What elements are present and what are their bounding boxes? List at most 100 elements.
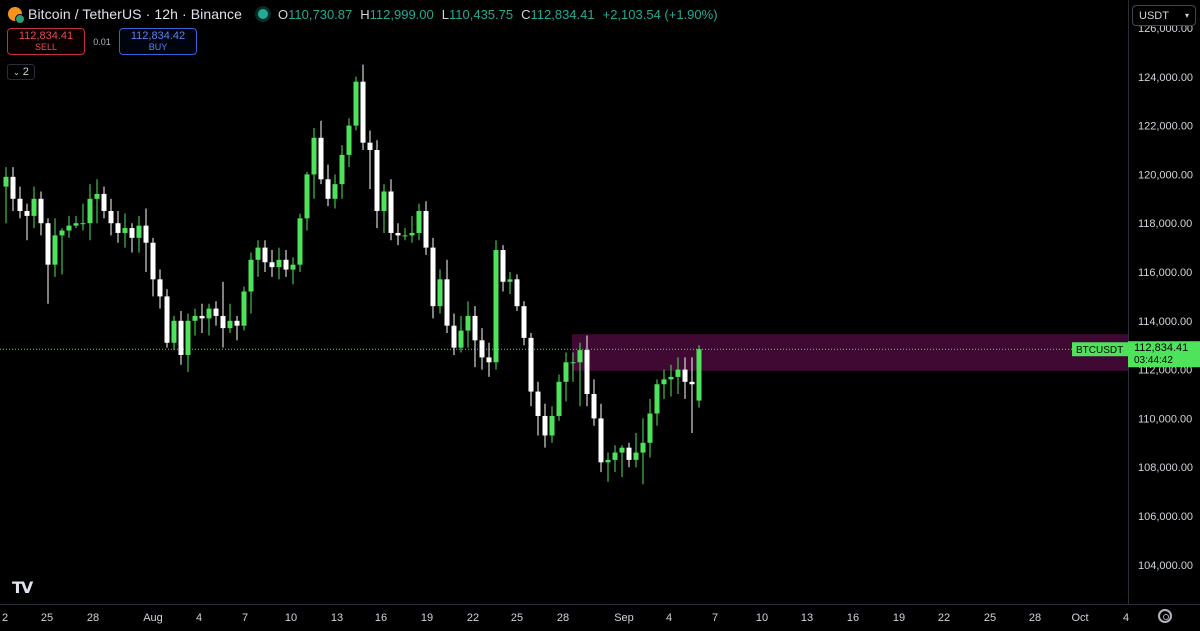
candle-body — [122, 228, 128, 233]
btc-usdt-icon — [8, 7, 25, 24]
candle — [535, 381, 541, 436]
candle-body — [185, 320, 191, 355]
candle — [339, 145, 345, 199]
ohlc-values: O110,730.87 H112,999.00 L110,435.75 C112… — [278, 7, 718, 22]
candle — [570, 352, 576, 382]
candle-body — [654, 384, 660, 414]
resistance-zone[interactable] — [572, 334, 1128, 371]
time-tick-label: 7 — [242, 612, 248, 624]
candle — [591, 379, 597, 426]
candle — [619, 445, 625, 477]
time-tick-label: 16 — [847, 612, 859, 624]
candle — [31, 186, 37, 229]
buy-price: 112,834.42 — [130, 29, 186, 42]
candle — [353, 76, 359, 131]
price-axis-labels: 126,000.00 124,000.00 122,000.00 120,000.00… — [1128, 23, 1200, 572]
candle-body — [689, 381, 695, 385]
symbol-title[interactable]: Bitcoin / TetherUS · 12h · Binance — [28, 6, 243, 22]
candle — [192, 308, 198, 336]
candle-body — [416, 211, 422, 233]
candle — [682, 357, 688, 399]
open-value: 110,730.87 — [288, 6, 353, 22]
candle-body — [507, 279, 513, 282]
price-tick-label: 106,000.00 — [1138, 511, 1193, 523]
candle — [73, 215, 79, 229]
candle-body — [220, 315, 226, 329]
candle — [304, 171, 310, 231]
time-tick-label: Oct — [1071, 612, 1088, 624]
candle — [332, 174, 338, 209]
currency-value: USDT — [1139, 9, 1169, 22]
candle-body — [402, 235, 408, 237]
candle-body — [332, 184, 338, 199]
price-chart[interactable] — [0, 0, 1128, 604]
candle-body — [255, 247, 261, 260]
candle-body — [479, 340, 485, 358]
low-label: L — [441, 6, 449, 22]
candle — [129, 223, 135, 253]
time-tick-label: 16 — [375, 612, 387, 624]
candle-body — [353, 81, 359, 126]
candle — [458, 315, 464, 353]
candle-body — [395, 232, 401, 236]
candle — [542, 403, 548, 448]
price-tick-label: 118,000.00 — [1138, 218, 1192, 230]
candle-body — [262, 247, 268, 263]
candle-body — [598, 418, 604, 463]
candle — [101, 186, 107, 219]
market-status-icon[interactable] — [258, 9, 269, 19]
candle — [430, 237, 436, 319]
last-price-value: 112,834.41 — [1134, 342, 1188, 354]
candle — [241, 286, 247, 331]
candle-body — [367, 142, 373, 150]
price-tick-label: 126,000.00 — [1138, 23, 1193, 35]
candle — [374, 140, 380, 229]
currency-select[interactable]: USDT ▾ — [1132, 5, 1196, 26]
time-tick-label: 4 — [666, 612, 672, 624]
candle — [38, 191, 44, 236]
indicators-count: 2 — [22, 66, 29, 78]
candle — [227, 303, 233, 333]
candle-body — [465, 315, 471, 331]
candle — [528, 333, 534, 407]
chevron-down-icon: ▾ — [1184, 11, 1189, 20]
chevron-down-icon: ⌄ — [13, 67, 20, 77]
candle-body — [563, 362, 569, 382]
candle — [626, 442, 632, 468]
candle-body — [241, 291, 247, 326]
candle — [234, 315, 240, 341]
settings-gear-icon[interactable] — [1158, 609, 1172, 623]
high-value: 112,999.00 — [369, 6, 434, 22]
high-label: H — [360, 6, 370, 22]
candle — [402, 228, 408, 241]
candle-body — [94, 193, 100, 199]
candle — [451, 313, 457, 355]
indicators-toggle[interactable]: ⌄ 2 — [7, 64, 35, 80]
time-axis[interactable] — [0, 604, 1200, 631]
time-tick-label: 25 — [41, 612, 53, 624]
candle-body — [640, 442, 646, 453]
candle-body — [668, 376, 674, 380]
candle — [108, 198, 114, 236]
candle-body — [178, 320, 184, 355]
candle — [598, 403, 604, 473]
candle — [52, 218, 58, 277]
candle-body — [584, 350, 590, 394]
candle-body — [171, 320, 177, 343]
candle-body — [31, 198, 37, 216]
candle-body — [647, 413, 653, 443]
candle-body — [45, 223, 51, 265]
candle — [675, 357, 681, 394]
candle — [150, 237, 156, 297]
candle — [24, 203, 30, 241]
candle-body — [570, 362, 576, 364]
time-tick-label: 4 — [1123, 612, 1129, 624]
price-axis[interactable] — [1128, 0, 1200, 604]
tradingview-logo: TV — [12, 578, 33, 597]
sell-button[interactable]: 112,834.41 SELL — [7, 28, 85, 55]
candle-body — [143, 225, 149, 243]
candle — [507, 272, 513, 294]
candle — [388, 179, 394, 241]
buy-button[interactable]: 112,834.42 BUY — [119, 28, 197, 55]
